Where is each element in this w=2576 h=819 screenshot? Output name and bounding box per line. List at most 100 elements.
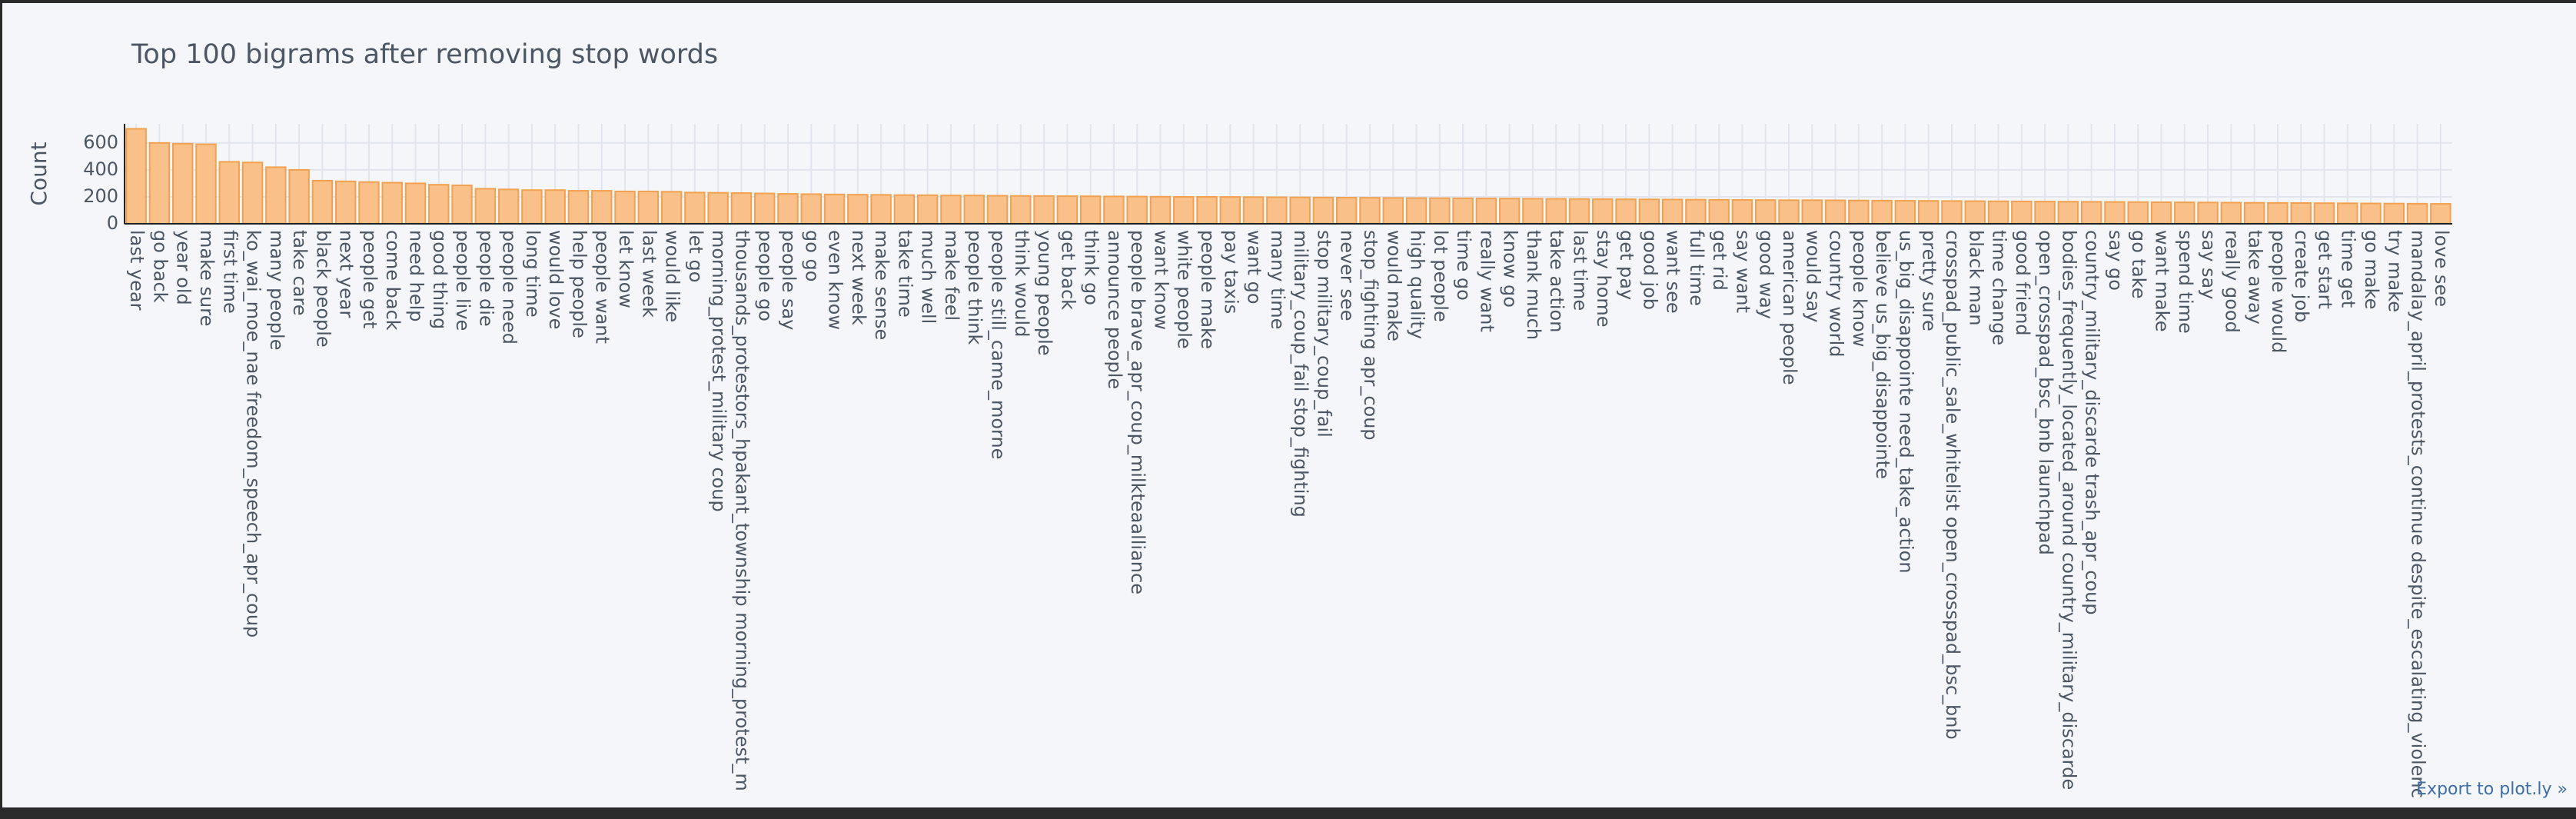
x-tick-label: take care	[289, 230, 311, 316]
x-tick-label: go back	[149, 230, 171, 303]
x-tick-label: get rid	[1709, 230, 1730, 291]
bar	[684, 191, 706, 225]
bar	[637, 190, 660, 225]
bar	[753, 192, 776, 225]
background	[2, 3, 2576, 807]
x-tick-label: time change	[1989, 230, 2010, 345]
bar	[1079, 195, 1102, 225]
x-tick-label: go go	[801, 230, 823, 281]
x-tick-label: thank much	[1523, 230, 1544, 340]
bar	[1964, 200, 1986, 225]
bar	[1778, 199, 1800, 225]
x-tick-label: never see	[1337, 230, 1358, 321]
bar	[428, 184, 450, 225]
bar	[2243, 201, 2265, 225]
x-tick-label: open_crosspad_bsc_bnb launchpad	[2035, 230, 2056, 555]
bar	[544, 189, 566, 225]
bar	[334, 180, 357, 225]
bar	[2034, 201, 2056, 225]
x-tick-label: let know	[615, 230, 637, 308]
x-tick-label: take action	[1546, 230, 1567, 332]
bar	[148, 141, 171, 225]
bar	[1755, 199, 1777, 225]
bar	[1149, 195, 1172, 225]
x-tick-label: white people	[1174, 230, 1195, 349]
bar	[2313, 202, 2335, 225]
x-tick-label: people want	[592, 230, 613, 344]
x-tick-label: would like	[662, 230, 683, 322]
bar	[2150, 201, 2172, 225]
chart-title: Top 100 bigrams after removing stop word…	[131, 39, 718, 70]
x-tick-label: make sense	[871, 230, 892, 340]
bar	[1941, 200, 1963, 225]
bar	[2127, 201, 2149, 225]
x-tick-label: people go	[755, 230, 776, 321]
x-tick-label: want make	[2152, 230, 2173, 331]
bar	[1801, 199, 1823, 225]
bar	[1312, 196, 1335, 225]
bar	[870, 194, 892, 225]
x-tick-label: bodies_frequently_located_around country…	[2058, 230, 2079, 790]
bar	[1033, 195, 1055, 225]
bar	[1452, 197, 1474, 225]
x-tick-label: people still_came_morne	[988, 230, 1009, 459]
bar	[1615, 198, 1637, 225]
x-tick-label: would make	[1383, 230, 1404, 341]
x-tick-label: create job	[2291, 230, 2312, 322]
x-tick-label: many people	[266, 230, 288, 350]
bar	[1894, 200, 1916, 225]
x-tick-label: think would	[1011, 230, 1032, 337]
x-tick-label: would love	[545, 230, 567, 329]
export-link[interactable]: Export to plot.ly »	[2416, 780, 2568, 799]
x-tick-label: lot people	[1430, 230, 1451, 322]
bar	[311, 179, 334, 225]
bar	[358, 181, 380, 225]
x-tick-label: even know	[825, 230, 846, 330]
bar	[1638, 198, 1660, 225]
bar	[451, 185, 473, 225]
bar	[1731, 198, 1753, 225]
x-tick-label: get pay	[1616, 230, 1637, 300]
bar	[1405, 197, 1428, 225]
x-tick-label: military_coup_fail stop_fighting	[1290, 230, 1311, 518]
bar	[1335, 197, 1358, 225]
x-tick-label: next week	[848, 230, 869, 325]
x-tick-label: many time	[1267, 230, 1288, 329]
bar	[823, 193, 846, 225]
x-tick-label: people say	[778, 230, 799, 330]
x-tick-label: good thing	[429, 230, 450, 329]
x-tick-label: high quality	[1407, 230, 1428, 339]
x-tick-label: thousands_protestors_hpakant_township mo…	[731, 230, 753, 791]
x-tick-label: people die	[475, 230, 497, 327]
bar	[2360, 202, 2382, 225]
bar	[707, 191, 729, 225]
x-tick-label: get start	[2314, 230, 2335, 309]
bar	[1103, 195, 1125, 225]
x-tick-label: full time	[1686, 230, 1707, 306]
x-tick-label: take time	[894, 230, 916, 318]
x-tick-label: say go	[2105, 230, 2126, 291]
frame	[0, 807, 2576, 819]
bar	[288, 168, 310, 225]
x-tick-label: love see	[2431, 230, 2452, 307]
bar	[474, 188, 497, 225]
y-tick-label: 400	[83, 158, 118, 180]
bar	[1661, 198, 1684, 225]
bar	[1126, 195, 1148, 225]
x-tick-label: first time	[219, 230, 241, 314]
bar	[1498, 198, 1521, 225]
bar	[2057, 201, 2079, 225]
x-tick-label: help people	[568, 230, 590, 338]
bar	[241, 161, 264, 225]
bar	[2011, 200, 2033, 225]
bar	[1987, 200, 2009, 225]
bar	[125, 128, 147, 225]
bar	[521, 189, 543, 225]
x-tick-label: people would	[2268, 230, 2289, 353]
bar	[660, 191, 683, 225]
bar	[1289, 196, 1311, 225]
bar	[2220, 201, 2242, 225]
bar	[2383, 202, 2405, 225]
bar	[2174, 201, 2195, 225]
